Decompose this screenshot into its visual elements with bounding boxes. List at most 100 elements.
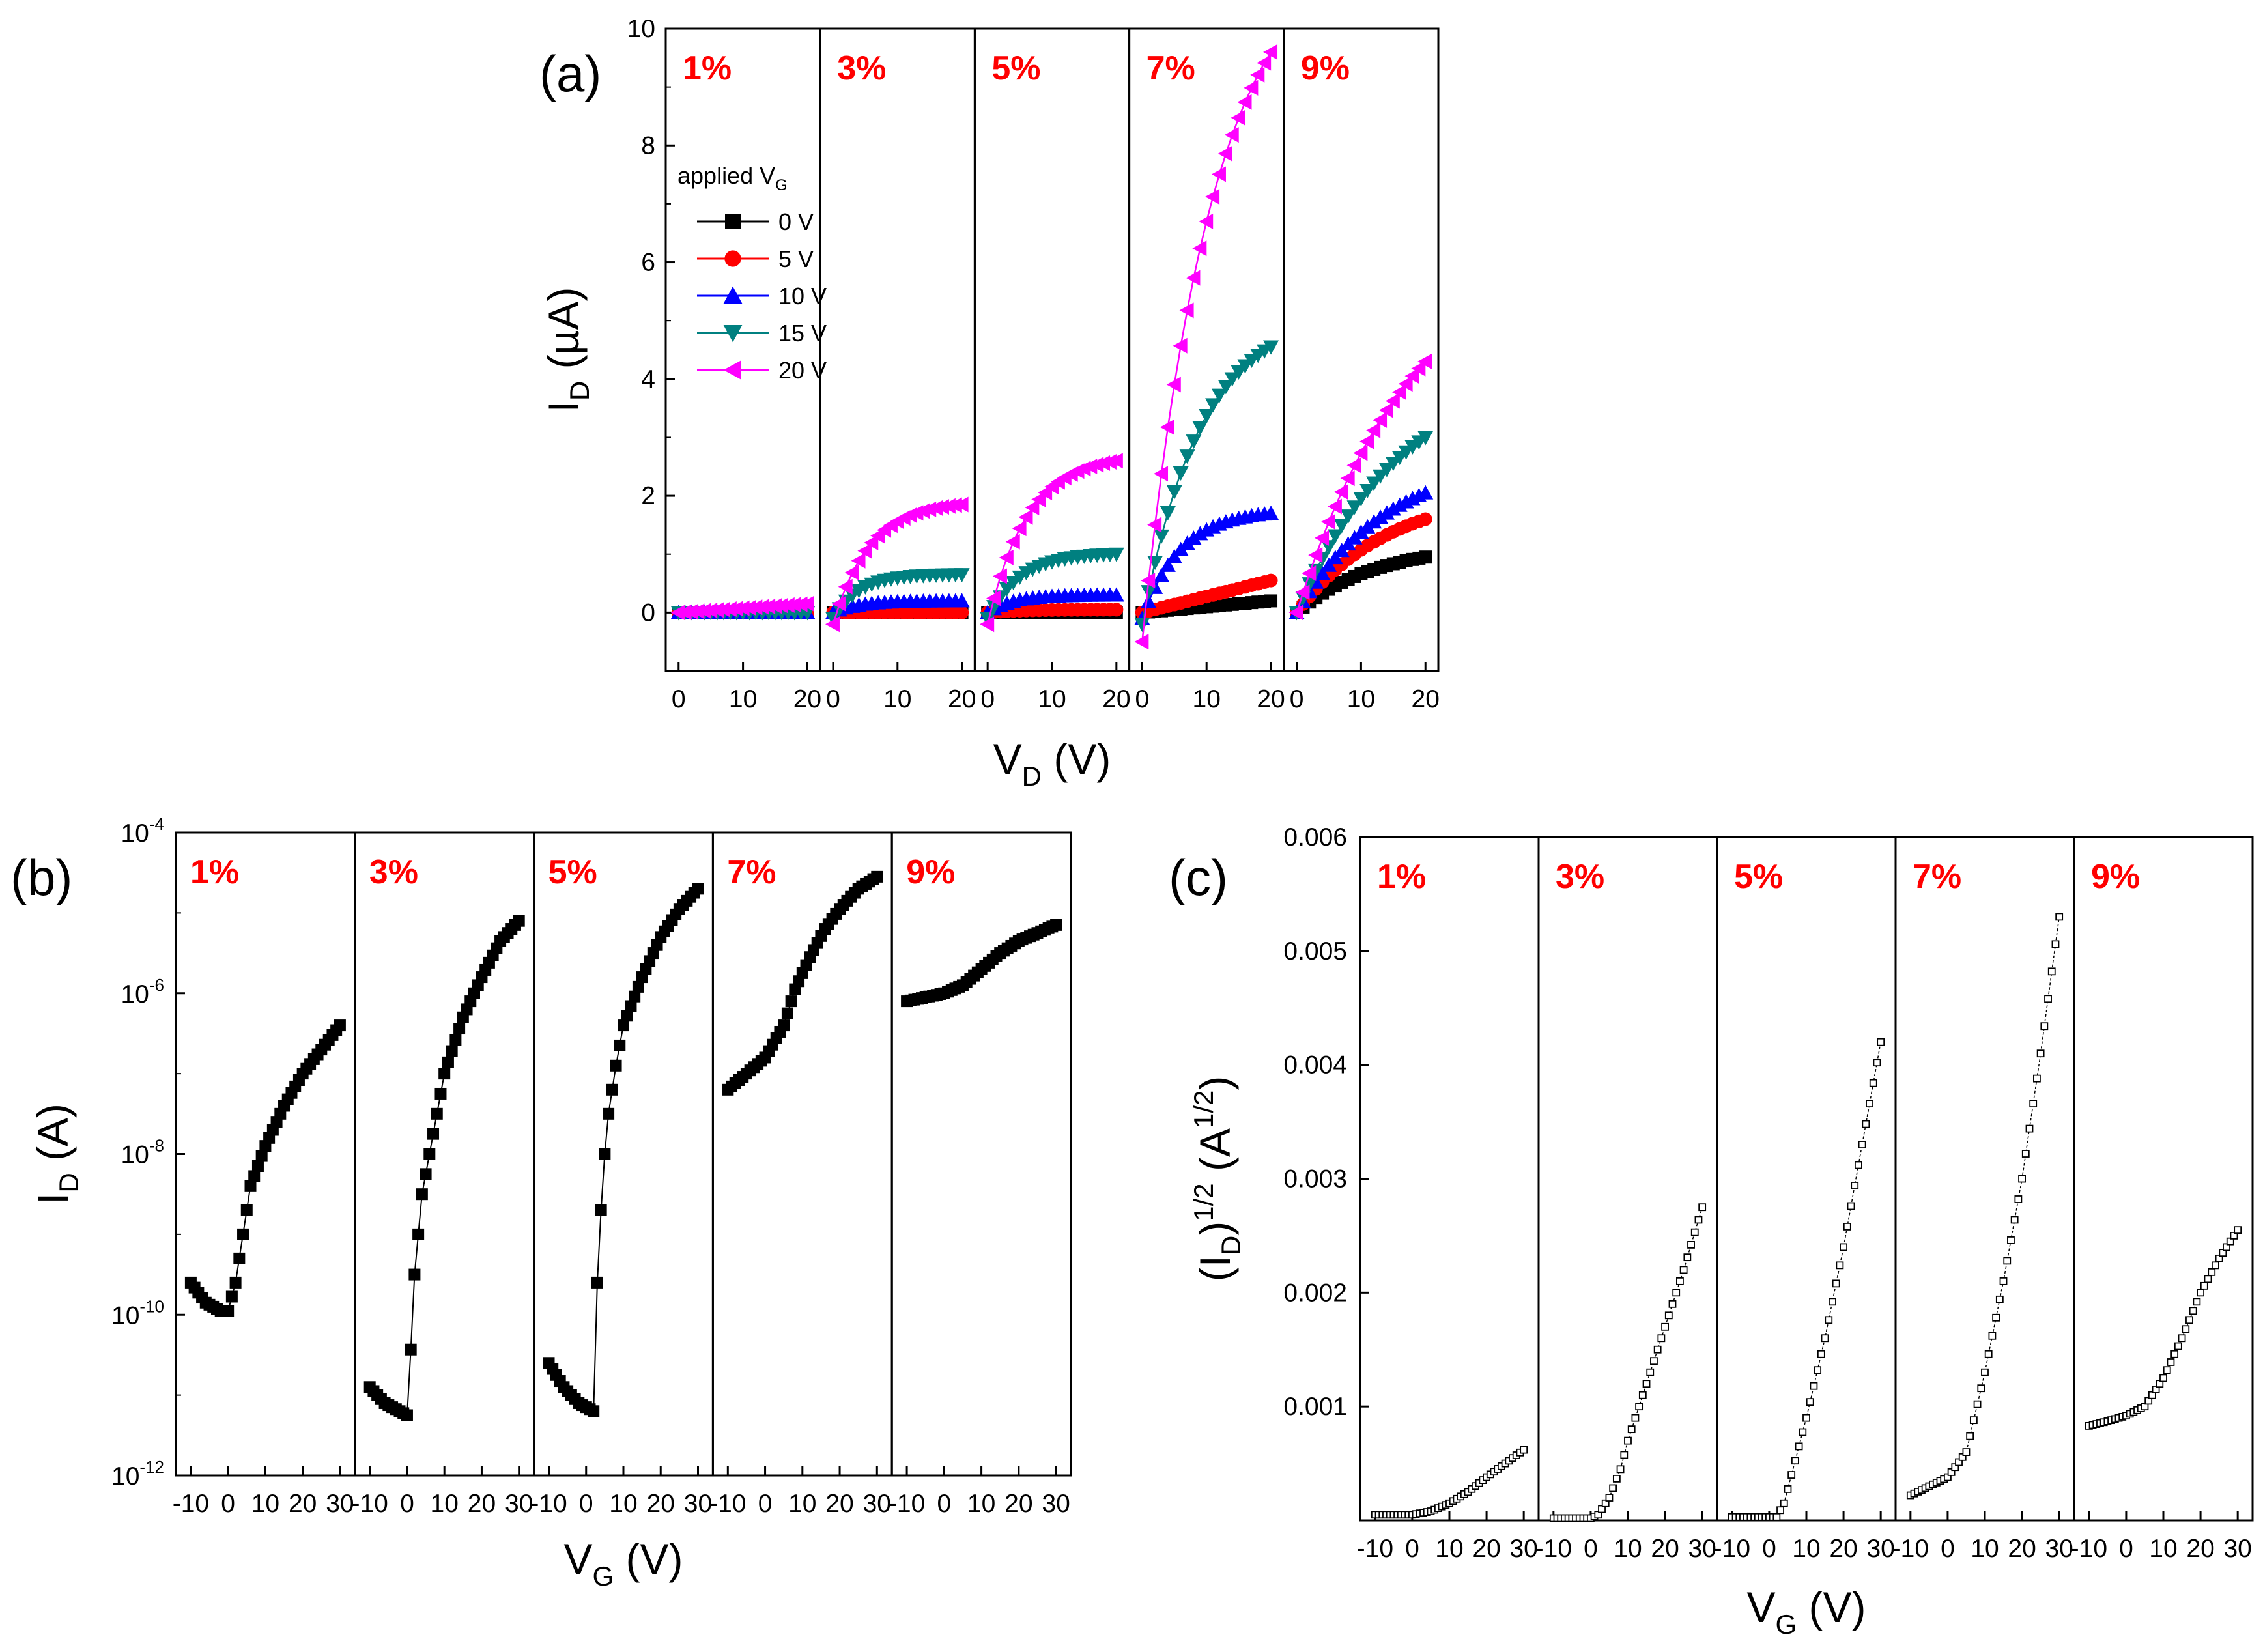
y-tick-label: 10-6 xyxy=(121,975,164,1008)
data-point xyxy=(401,1409,413,1421)
x-tick-label: 10 xyxy=(609,1490,637,1518)
data-point xyxy=(1263,340,1279,355)
x-tick-label: -10 xyxy=(352,1490,388,1518)
x-tick-label: 0 xyxy=(221,1490,235,1518)
panel-c-letter: (c) xyxy=(1169,849,1228,906)
data-point xyxy=(1620,1451,1629,1459)
data-point xyxy=(1609,1484,1617,1492)
data-point xyxy=(1417,485,1434,500)
data-point xyxy=(1836,1261,1844,1270)
y-tick-label: 4 xyxy=(641,365,655,393)
data-point xyxy=(1612,1474,1621,1483)
x-tick-label: 20 xyxy=(948,685,976,713)
data-point xyxy=(2200,1281,2208,1290)
data-point xyxy=(1385,501,1401,516)
y-tick-label: 0.004 xyxy=(1283,1051,1347,1079)
data-point xyxy=(1862,1120,1870,1128)
concentration-label: 7% xyxy=(1146,50,1195,87)
data-point xyxy=(2036,1049,2045,1058)
data-point xyxy=(1650,1357,1658,1365)
data-point xyxy=(1359,433,1374,449)
concentration-label: 9% xyxy=(1301,50,1350,87)
data-point xyxy=(1378,402,1393,418)
series-15-V xyxy=(1134,340,1279,633)
data-point xyxy=(1264,573,1278,588)
x-tick-label: 20 xyxy=(825,1490,853,1518)
x-tick-label: 30 xyxy=(863,1490,891,1518)
legend-label: 0 V xyxy=(778,208,814,235)
data-point xyxy=(2159,1374,2167,1382)
data-point xyxy=(1605,1494,1614,1502)
y-axis-title: ID (µA) xyxy=(539,287,595,412)
x-tick-label: 30 xyxy=(1688,1535,1716,1563)
data-point xyxy=(1160,419,1174,435)
data-point xyxy=(1687,1241,1695,1249)
data-point xyxy=(244,1180,257,1192)
data-point xyxy=(1192,240,1207,257)
data-point xyxy=(2185,1316,2193,1324)
x-tick-label: -10 xyxy=(530,1490,567,1518)
data-point xyxy=(1154,567,1170,582)
x-tick-label: -10 xyxy=(1714,1535,1750,1563)
subpanel-b-7%: 7% -10 0 10 20 30 xyxy=(709,831,893,1518)
x-axis-title-main: V xyxy=(1746,1583,1775,1631)
data-point xyxy=(986,590,1001,606)
subpanel-b-9%: 9% -10 0 10 20 30 xyxy=(889,831,1072,1518)
data-point xyxy=(434,1087,447,1100)
legend-title: applied VG xyxy=(677,162,788,194)
data-point xyxy=(1391,384,1406,400)
legend-label: 20 V xyxy=(778,357,827,384)
y-tick-exponent: -10 xyxy=(139,1296,164,1316)
data-point xyxy=(692,883,704,895)
data-point xyxy=(1661,1322,1669,1331)
x-tick-label: 10 xyxy=(1614,1535,1642,1563)
data-point xyxy=(1373,509,1389,524)
data-point xyxy=(1784,1485,1792,1493)
x-axis-title: VD (V) xyxy=(993,735,1111,791)
legend-label: 15 V xyxy=(778,320,827,347)
data-point xyxy=(251,1160,264,1173)
x-axis-title-unit: (V) xyxy=(1042,735,1111,783)
data-point xyxy=(2204,1275,2212,1283)
concentration-label: 1% xyxy=(683,50,732,87)
x-tick-label: 30 xyxy=(2223,1535,2251,1563)
subpanel-c-5%: 5% -10 0 10 20 30 xyxy=(1714,836,1897,1563)
y-axis-title-main: I xyxy=(539,401,588,412)
y-tick-label: 0.003 xyxy=(1283,1165,1347,1193)
data-point xyxy=(222,1305,235,1317)
y-tick-label: 10-4 xyxy=(121,814,164,847)
data-point xyxy=(1802,1414,1810,1422)
data-point xyxy=(1231,365,1247,380)
data-point xyxy=(1694,1216,1703,1224)
data-point xyxy=(595,1204,607,1216)
data-point xyxy=(453,1023,466,1035)
x-tick-label: -10 xyxy=(1892,1535,1929,1563)
data-point xyxy=(1795,1442,1803,1451)
x-tick-label: 0 xyxy=(1135,685,1150,713)
x-tick-label: 20 xyxy=(793,685,821,713)
data-point xyxy=(1288,605,1303,621)
data-point xyxy=(1102,453,1117,470)
data-point xyxy=(1418,512,1432,526)
data-point xyxy=(1638,1391,1647,1399)
panel-a-letter: (a) xyxy=(539,45,601,102)
y-tick-base: 10 xyxy=(121,819,149,847)
subpanel-a-1%: 1% 0 10 20 xyxy=(664,27,821,713)
x-tick-label: 0 xyxy=(1584,1535,1598,1563)
x-axis-title-sub: G xyxy=(1776,1609,1797,1640)
x-tick-label: 0 xyxy=(579,1490,593,1518)
concentration-label: 3% xyxy=(369,853,418,891)
data-point xyxy=(1698,1203,1707,1212)
concentration-label: 7% xyxy=(727,853,776,891)
data-point xyxy=(778,1019,790,1032)
data-point xyxy=(1302,577,1318,592)
data-point xyxy=(1653,1345,1662,1354)
data-point xyxy=(741,599,756,616)
concentration-label: 5% xyxy=(991,50,1040,87)
data-point xyxy=(405,1343,417,1356)
data-point xyxy=(799,595,814,612)
data-point xyxy=(1192,526,1208,541)
data-point xyxy=(1995,1295,2004,1303)
data-point xyxy=(1385,393,1400,409)
